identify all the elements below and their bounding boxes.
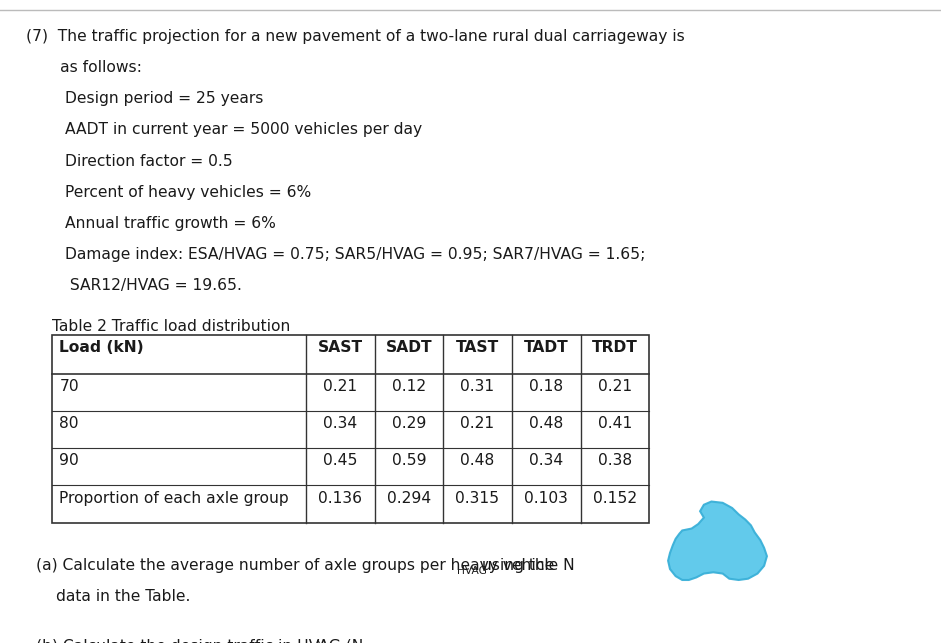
Text: 0.48: 0.48 xyxy=(460,453,495,468)
Text: 0.136: 0.136 xyxy=(318,491,362,505)
Text: Load (kN): Load (kN) xyxy=(59,340,144,355)
Text: 0.34: 0.34 xyxy=(529,453,564,468)
Text: Annual traffic growth = 6%: Annual traffic growth = 6% xyxy=(26,216,277,231)
Text: SADT: SADT xyxy=(386,340,432,355)
Text: (b) Calculate the design traffic in HVAG (N: (b) Calculate the design traffic in HVAG… xyxy=(36,639,363,643)
Text: 0.31: 0.31 xyxy=(460,379,495,394)
Text: (7)  The traffic projection for a new pavement of a two-lane rural dual carriage: (7) The traffic projection for a new pav… xyxy=(26,29,685,44)
Text: 80: 80 xyxy=(59,416,79,431)
Text: Damage index: ESA/HVAG = 0.75; SAR5/HVAG = 0.95; SAR7/HVAG = 1.65;: Damage index: ESA/HVAG = 0.75; SAR5/HVAG… xyxy=(26,248,646,262)
Text: 0.29: 0.29 xyxy=(391,416,426,431)
Text: 0.59: 0.59 xyxy=(391,453,426,468)
Text: 0.103: 0.103 xyxy=(524,491,568,505)
Text: using the: using the xyxy=(477,558,554,573)
Text: (a) Calculate the average number of axle groups per heavy vehicle N: (a) Calculate the average number of axle… xyxy=(36,558,574,573)
Text: 0.21: 0.21 xyxy=(460,416,495,431)
Text: 0.21: 0.21 xyxy=(598,379,632,394)
Bar xyxy=(52,335,649,523)
Text: as follows:: as follows: xyxy=(26,60,142,75)
Text: Design period = 25 years: Design period = 25 years xyxy=(26,91,263,106)
Text: 0.41: 0.41 xyxy=(598,416,632,431)
Text: SAST: SAST xyxy=(318,340,362,355)
Text: 0.48: 0.48 xyxy=(529,416,564,431)
Text: TADT: TADT xyxy=(524,340,568,355)
Text: SAR12/HVAG = 19.65.: SAR12/HVAG = 19.65. xyxy=(26,278,242,293)
Text: ).: ). xyxy=(316,639,327,643)
Text: 0.12: 0.12 xyxy=(391,379,426,394)
Text: 0.315: 0.315 xyxy=(455,491,500,505)
Text: 0.38: 0.38 xyxy=(598,453,632,468)
Polygon shape xyxy=(668,502,767,580)
Text: Direction factor = 0.5: Direction factor = 0.5 xyxy=(26,154,233,168)
Text: AADT in current year = 5000 vehicles per day: AADT in current year = 5000 vehicles per… xyxy=(26,123,423,138)
Text: 90: 90 xyxy=(59,453,79,468)
Text: Table 2 Traffic load distribution: Table 2 Traffic load distribution xyxy=(52,319,290,334)
Text: TRDT: TRDT xyxy=(592,340,638,355)
Text: 0.21: 0.21 xyxy=(323,379,358,394)
Text: Proportion of each axle group: Proportion of each axle group xyxy=(59,491,289,505)
Text: data in the Table.: data in the Table. xyxy=(56,590,191,604)
Text: 0.45: 0.45 xyxy=(323,453,358,468)
Text: 70: 70 xyxy=(59,379,79,394)
Text: 0.294: 0.294 xyxy=(387,491,431,505)
Text: 0.34: 0.34 xyxy=(323,416,358,431)
Text: 0.152: 0.152 xyxy=(593,491,637,505)
Text: Percent of heavy vehicles = 6%: Percent of heavy vehicles = 6% xyxy=(26,185,311,200)
Text: TAST: TAST xyxy=(456,340,499,355)
Text: 0.18: 0.18 xyxy=(529,379,564,394)
Text: HVAG: HVAG xyxy=(457,566,486,576)
